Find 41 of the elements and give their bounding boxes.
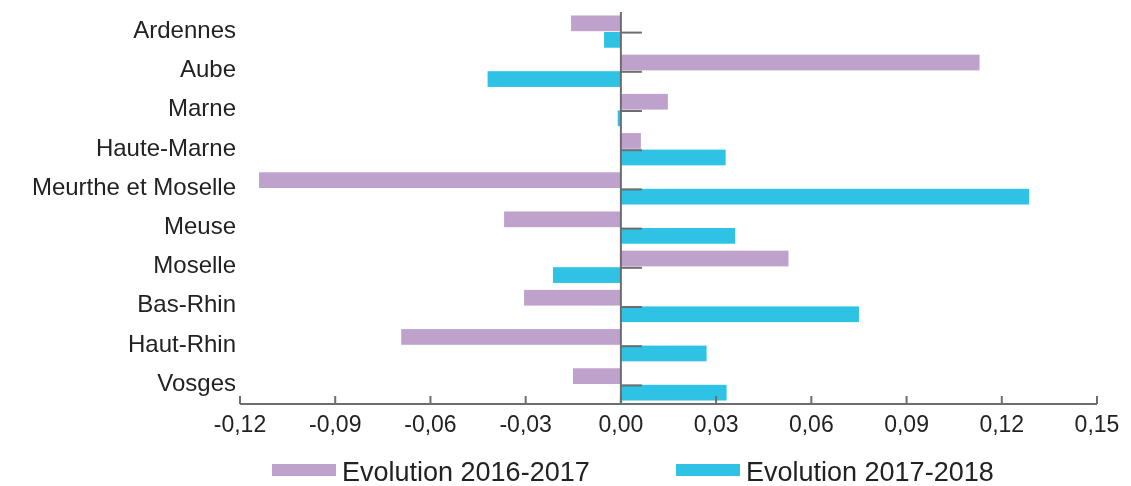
- x-tick-label: 0,15: [1074, 411, 1120, 437]
- bar: [524, 289, 621, 306]
- legend-label: Evolution 2017-2018: [746, 457, 994, 486]
- bar: [620, 54, 980, 71]
- x-tick-label: -0,03: [499, 411, 552, 437]
- x-tick-label: -0,09: [309, 411, 362, 437]
- y-tick-label: Haute-Marne: [95, 133, 236, 161]
- bar: [487, 71, 621, 87]
- bar: [620, 93, 668, 110]
- bar: [504, 211, 621, 228]
- y-tick-label: Bas-Rhin: [137, 290, 236, 318]
- y-tick-label: Aube: [179, 55, 236, 83]
- x-tick-label: -0,12: [213, 411, 267, 437]
- y-tick-label: Haut-Rhin: [127, 329, 236, 357]
- bar: [572, 368, 621, 384]
- bar: [620, 250, 789, 267]
- bar: [620, 306, 859, 323]
- bar: [571, 15, 621, 32]
- y-tick-label: Meurthe et Moselle: [31, 172, 236, 200]
- bar: [620, 149, 726, 166]
- x-tick-label: 0,00: [598, 411, 644, 437]
- bar: [259, 172, 621, 188]
- bar: [401, 329, 621, 345]
- bar: [620, 188, 1030, 205]
- bar: [620, 345, 707, 362]
- y-tick-label: Ardennes: [133, 15, 236, 43]
- bar: [552, 267, 621, 283]
- x-tick-label: 0,06: [788, 411, 834, 437]
- bar: [604, 32, 621, 48]
- x-tick-label: 0,03: [693, 411, 739, 437]
- legend-label: Evolution 2016-2017: [342, 457, 590, 486]
- y-tick-label: Marne: [167, 94, 236, 122]
- x-tick-label: 0,12: [979, 411, 1025, 437]
- y-tick-label: Moselle: [153, 251, 236, 279]
- bar: [620, 228, 736, 244]
- x-tick-label: 0,09: [884, 411, 929, 437]
- bar: [620, 133, 641, 149]
- bar: [620, 384, 727, 401]
- x-tick-label: -0,06: [404, 411, 457, 437]
- y-tick-label: Meuse: [163, 211, 236, 239]
- y-tick-label: Vosges: [157, 368, 236, 396]
